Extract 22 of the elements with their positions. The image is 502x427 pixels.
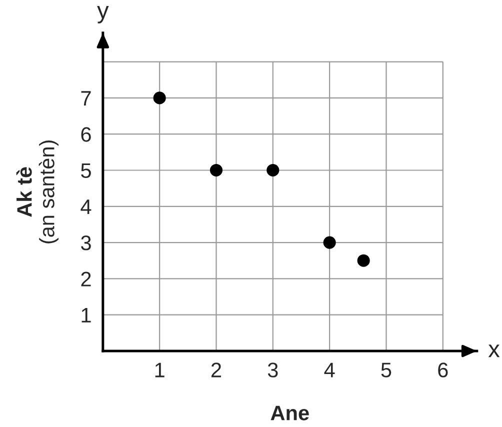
x-tick-label: 5 <box>381 362 392 378</box>
x-axis-title: Ane <box>270 406 309 420</box>
x-tick-label: 6 <box>438 362 448 378</box>
y-tick-label: 1 <box>82 308 91 322</box>
y-axis-title: Ak tè (an santèn) <box>16 140 58 244</box>
x-tick-label: 1 <box>155 362 164 378</box>
y-tick-label: 7 <box>81 91 91 106</box>
point <box>323 236 336 249</box>
y-tick-label: 2 <box>81 272 91 286</box>
point <box>266 164 280 177</box>
y-tick-label: 4 <box>80 200 92 214</box>
point <box>153 92 166 104</box>
text: y <box>97 6 109 24</box>
x-tick-label: 2 <box>211 362 221 378</box>
point <box>210 164 223 177</box>
text: x <box>488 344 500 358</box>
y-tick-label: 3 <box>81 236 91 250</box>
y-tick-label: 5 <box>81 163 91 178</box>
x-tick-label: 3 <box>268 362 278 378</box>
x-tick-label: 4 <box>324 362 335 378</box>
point <box>357 254 370 267</box>
y-tick-label: 6 <box>81 127 91 142</box>
